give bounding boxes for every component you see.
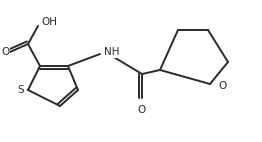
Text: O: O: [218, 81, 226, 91]
Text: NH: NH: [104, 47, 119, 57]
Text: OH: OH: [41, 17, 57, 27]
Text: O: O: [1, 47, 9, 57]
Text: O: O: [138, 105, 146, 115]
Text: S: S: [18, 85, 24, 95]
